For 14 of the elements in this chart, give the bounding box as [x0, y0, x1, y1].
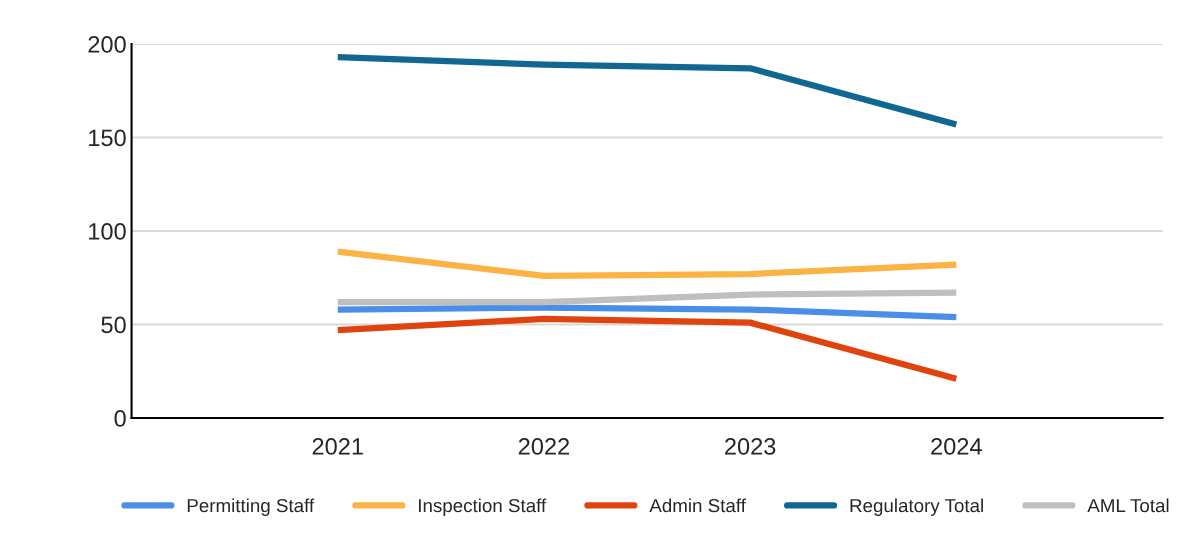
legend-label: Regulatory Total — [850, 498, 983, 516]
legend-label: Permitting Staff — [187, 498, 315, 516]
legend-label: AML Total — [1087, 498, 1169, 513]
y-tick-label: 200 — [88, 36, 126, 53]
x-tick-label: 2021 — [312, 438, 363, 455]
y-tick-label: 50 — [101, 316, 126, 334]
x-tick-label: 2024 — [931, 438, 982, 455]
y-tick-label: 0 — [114, 410, 126, 427]
x-tick-label: 2023 — [725, 438, 776, 455]
x-tick-label: 2022 — [518, 438, 570, 455]
y-tick-label: 150 — [89, 129, 126, 147]
y-tick-label: 100 — [89, 223, 126, 240]
legend-label: Inspection Staff — [419, 498, 547, 516]
legend-label: Admin Staff — [649, 498, 746, 513]
